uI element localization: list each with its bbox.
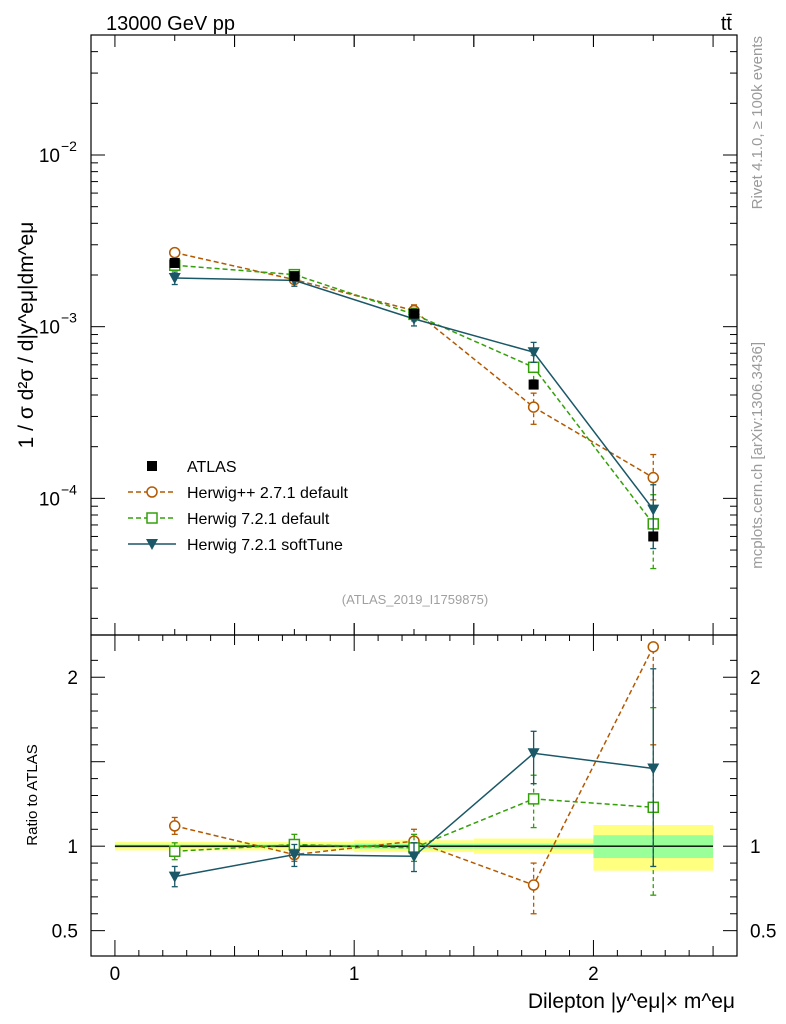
ratio-y-tick-label: 0.5 — [52, 922, 78, 943]
ratio-triangle-point — [527, 748, 540, 760]
legend-marker — [146, 512, 158, 524]
ratio-triangle-point — [647, 763, 660, 775]
main-triangle-point — [647, 504, 660, 516]
ratio-triangle-point — [288, 849, 301, 861]
ratio-panel: 0.5 0.5 1 1 2 2 0 1 2 Ratio to ATLAS Dilepton |y^e… — [24, 634, 776, 1013]
main-data-point — [169, 257, 180, 268]
main-panel: 10 −410 −310 −21 / σ d²σ / d|y^eμ|dm^eμATLA… — [15, 34, 738, 636]
ratio-circle-point — [168, 820, 181, 832]
ratio-frame — [90, 634, 738, 957]
main-data-point — [528, 379, 539, 390]
analysis-watermark: (ATLAS_2019_I1759875) — [342, 592, 488, 607]
ratio-square-line — [174, 798, 654, 853]
main-data-point — [648, 531, 659, 542]
main-triangle-point — [168, 273, 181, 285]
legend: ATLAS Herwig++ 2.7.1 default Herwig 7.2.1 … — [128, 459, 349, 554]
main-circle-point — [168, 246, 181, 259]
x-tick-label: 0 — [110, 964, 121, 985]
rivet-label: Rivet 4.1.0, ≥ 100k events — [749, 36, 766, 209]
legend-label: ATLAS — [187, 459, 237, 476]
legend-marker — [147, 461, 157, 471]
ratio-y-tick-label-right: 2 — [750, 668, 761, 689]
ratio-y-tick-label-right: 0.5 — [750, 922, 776, 943]
x-tick-label: 2 — [588, 964, 599, 985]
ratio-triangle-point — [408, 851, 420, 863]
ratio-y-tick-label-right: 1 — [750, 837, 761, 858]
main-circle-line — [174, 251, 654, 479]
ratio-y-tick-label: 2 — [67, 668, 78, 689]
main-square-point — [527, 361, 540, 374]
ratio-square-point — [527, 793, 540, 805]
process-label: tt̄ — [721, 13, 733, 35]
ratio-y-axis-label: Ratio to ATLAS — [24, 744, 41, 845]
ratio-y-tick-label: 1 — [67, 837, 78, 858]
mcplots-label: mcplots.cern.ch [arXiv:1306.3436] — [749, 342, 766, 569]
energy-label: 13000 GeV pp — [106, 13, 235, 35]
main-y-axis-label: 1 / σ d²σ / d|y^eμ|dm^eμ — [15, 222, 38, 449]
main-data-point — [289, 271, 300, 282]
y-tick-exponent: −3 — [61, 310, 77, 326]
main-triangle-point — [527, 347, 540, 359]
legend-label: Herwig 7.2.1 default — [187, 511, 330, 528]
y-tick-label: 10 — [39, 318, 60, 339]
y-tick-exponent: −2 — [61, 138, 77, 154]
y-tick-exponent: −4 — [61, 481, 77, 497]
x-axis-label: Dilepton |y^eμ|× m^eμ — [528, 990, 735, 1013]
main-circle-point — [527, 401, 540, 413]
x-tick-label: 1 — [349, 964, 360, 985]
main-circle-point — [647, 471, 660, 484]
ratio-triangle-point — [168, 871, 181, 883]
main-square-line — [174, 264, 654, 525]
y-tick-label: 10 — [39, 146, 60, 167]
legend-marker — [146, 539, 158, 550]
legend-label: Herwig 7.2.1 softTune — [187, 537, 343, 554]
ratio-square-point — [168, 845, 181, 858]
main-data-point — [409, 308, 419, 319]
legend-label: Herwig++ 2.7.1 default — [187, 485, 349, 502]
ratio-circle-point — [647, 641, 660, 653]
legend-marker — [146, 486, 158, 498]
ratio-circle-point — [527, 879, 540, 891]
y-tick-label: 10 — [39, 489, 60, 510]
